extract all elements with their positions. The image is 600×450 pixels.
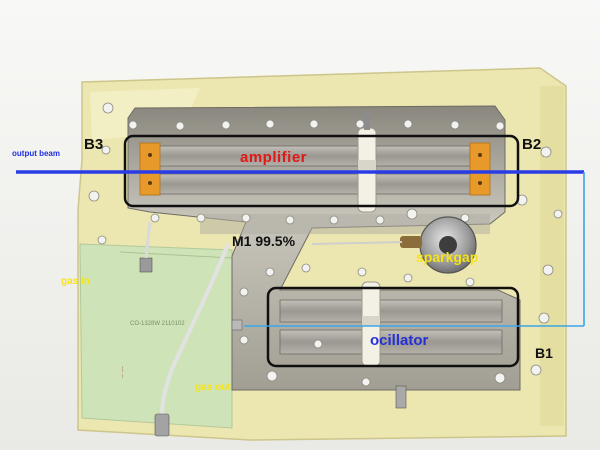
b3-label: B3: [84, 136, 104, 153]
amplifier-electrode-top: [149, 145, 471, 167]
oscillator-electrode-top: [279, 299, 503, 323]
orange-pad-dot: [148, 181, 152, 185]
orange-pad-dot: [478, 181, 482, 185]
bottom-fitting: [395, 385, 407, 409]
gas-in-label: gas in: [61, 276, 90, 287]
pcb-print: CO-1328W 2110102: [130, 321, 185, 327]
spark-gap-center: [439, 236, 457, 254]
amplifier-electrode-bottom: [149, 173, 471, 195]
b1-label: B1: [535, 345, 553, 361]
orange-pad-right: [469, 142, 491, 196]
oscillator-label: ocillator: [370, 332, 429, 349]
gas-tube-out: [160, 243, 230, 417]
orange-pad-dot: [478, 153, 482, 157]
pcb-print-2: -- ---: [120, 366, 126, 378]
m1-mirror-label: M1 99.5%: [232, 233, 296, 249]
orange-pad-left: [139, 142, 161, 196]
mounting-holes: [88, 102, 563, 387]
spark-gap-wire: [311, 241, 403, 245]
gas-tube-in: [144, 221, 152, 259]
capacitor-lead: [364, 112, 370, 130]
output-beam-label: output beam: [12, 149, 60, 158]
acrylic-right-edge: [540, 86, 564, 426]
gas-out-label: gas out: [195, 382, 231, 393]
gas-fitting-small: [231, 319, 243, 331]
pcb-divider: [119, 251, 233, 259]
gas-fitting-in: [139, 257, 153, 273]
amplifier-label: amplifier: [240, 149, 308, 166]
b2-label: B2: [522, 136, 542, 153]
pcb-board: [79, 243, 233, 429]
oscillator-hole: [313, 339, 323, 349]
oscillator-capacitor-band: [362, 316, 380, 326]
region-outline-oscillator: [266, 286, 520, 368]
amplifier-capacitor-band: [358, 160, 376, 170]
spark-gap-connector: [400, 236, 422, 248]
sparkgap-label: sparkgap: [416, 249, 479, 265]
orange-pad-dot: [148, 153, 152, 157]
metal-inner-plate: [200, 214, 490, 234]
gas-fitting-out: [154, 413, 170, 437]
